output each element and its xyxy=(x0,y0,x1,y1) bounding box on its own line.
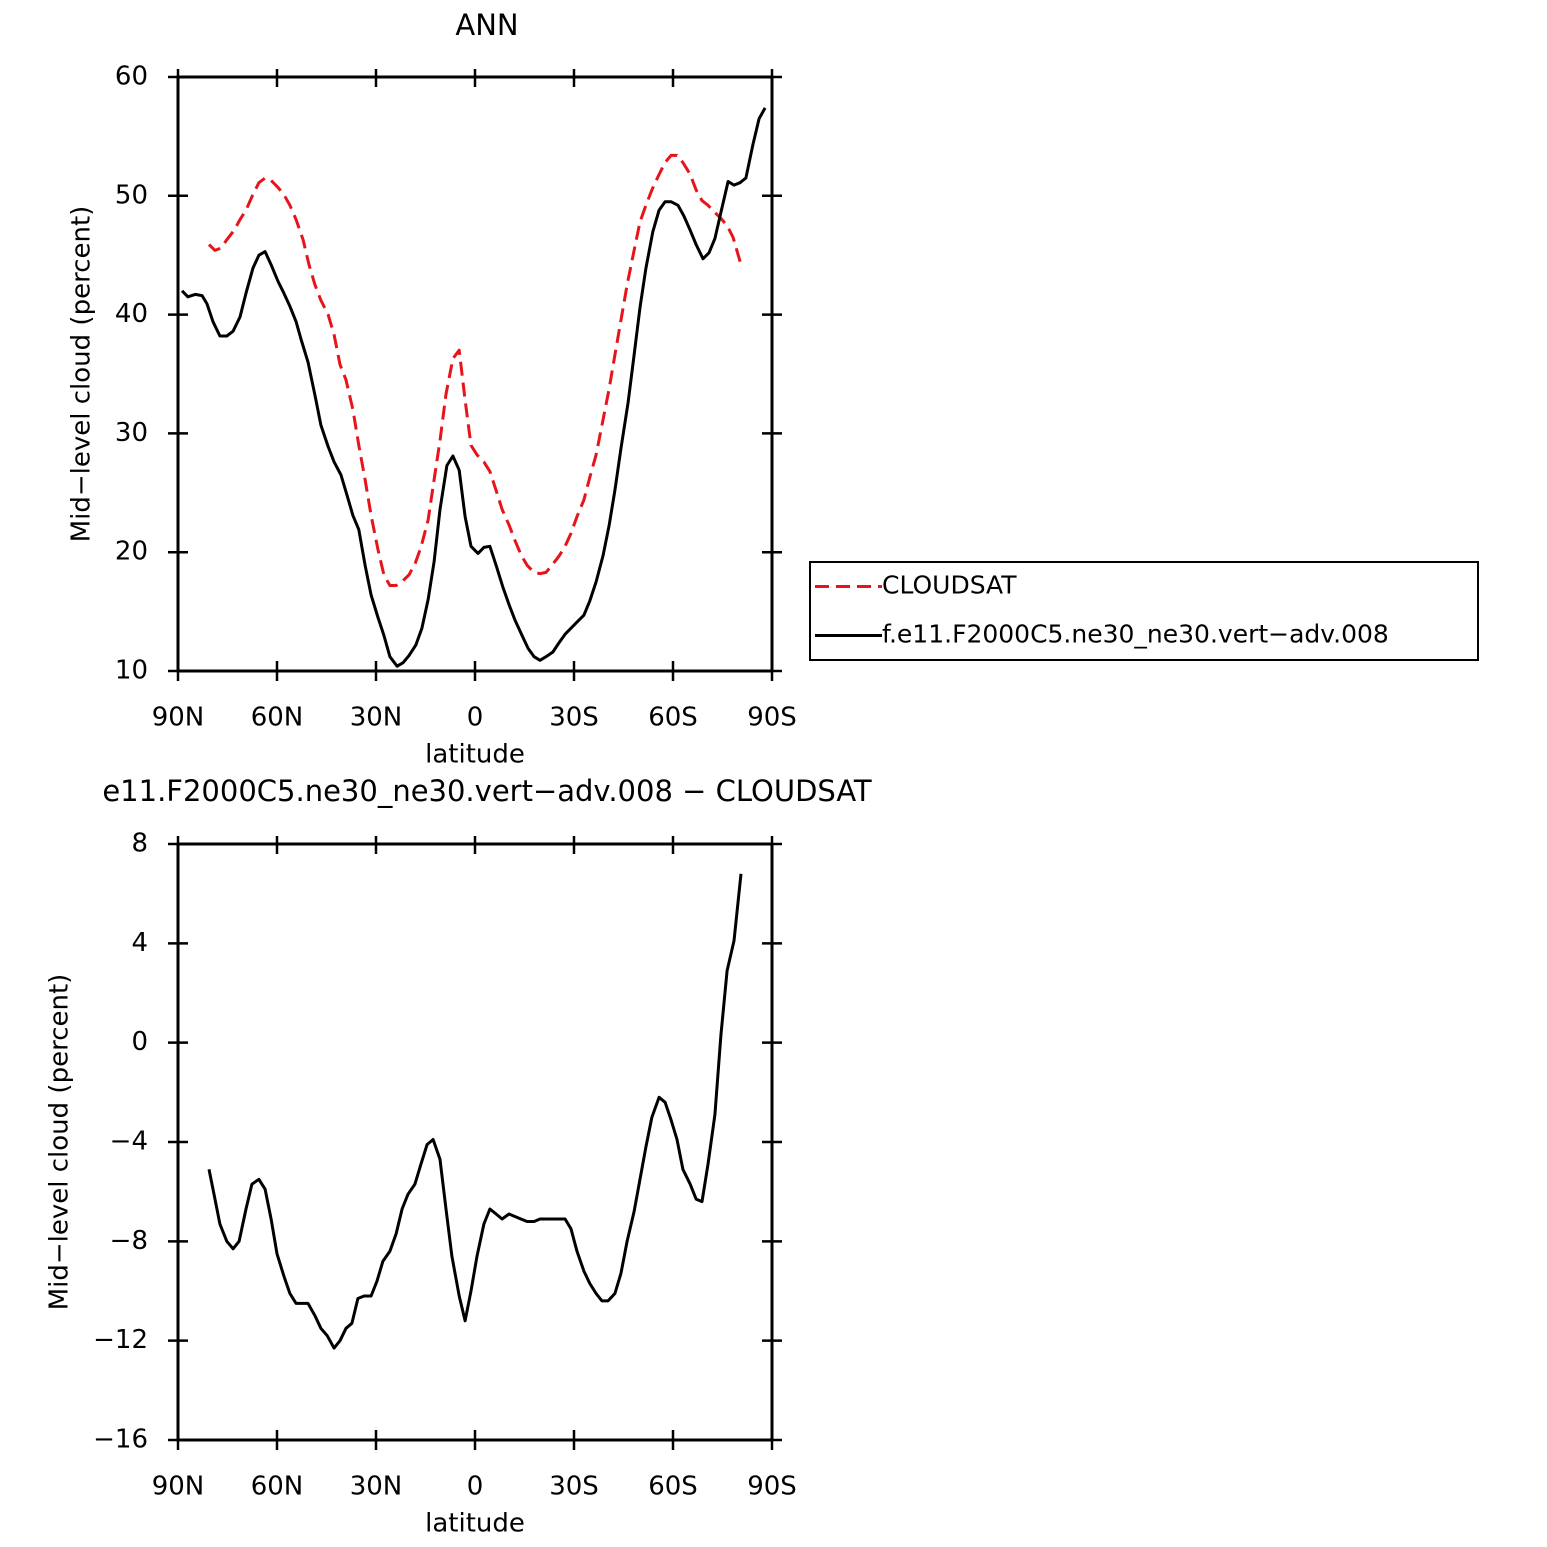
y-tick-label: 8 xyxy=(131,829,148,859)
chart-title: ANN xyxy=(455,8,518,42)
y-tick-label: 40 xyxy=(115,299,148,329)
x-tick-label: 90S xyxy=(747,1472,797,1502)
x-tick-label: 60N xyxy=(251,703,304,733)
y-tick-label: 0 xyxy=(131,1027,148,1057)
y-tick-label: 10 xyxy=(115,656,148,686)
plot-frame xyxy=(176,75,774,673)
legend-label: CLOUDSAT xyxy=(882,571,1017,600)
y-tick-label: 60 xyxy=(115,62,148,92)
x-axis-title: latitude xyxy=(425,740,525,770)
x-tick-label: 0 xyxy=(467,1472,484,1502)
y-tick-label: −12 xyxy=(93,1325,148,1355)
x-axis-title: latitude xyxy=(425,1509,525,1539)
chart-title: e11.F2000C5.ne30_ne30.vert−adv.008 − CLO… xyxy=(102,774,872,808)
x-tick-label: 60S xyxy=(648,1472,698,1502)
x-tick-label: 60S xyxy=(648,703,698,733)
y-tick-label: −16 xyxy=(93,1425,148,1455)
x-tick-label: 30S xyxy=(549,703,599,733)
x-tick-label: 90S xyxy=(747,703,797,733)
legend-box xyxy=(809,561,1479,661)
x-tick-label: 60N xyxy=(251,1472,304,1502)
y-tick-label: 50 xyxy=(115,180,148,210)
data-line xyxy=(207,873,743,1350)
y-tick-label: 30 xyxy=(115,418,148,448)
y-tick-label: −8 xyxy=(110,1226,148,1256)
y-axis-title: Mid−level cloud (percent) xyxy=(45,974,75,1311)
y-axis-title: Mid−level cloud (percent) xyxy=(67,206,97,543)
x-tick-label: 30S xyxy=(549,1472,599,1502)
x-tick-label: 30N xyxy=(350,703,403,733)
x-tick-label: 30N xyxy=(350,1472,403,1502)
x-tick-label: 90N xyxy=(152,703,205,733)
y-tick-label: 4 xyxy=(131,928,148,958)
data-line xyxy=(180,107,767,668)
y-tick-label: −4 xyxy=(110,1127,148,1157)
plot-frame xyxy=(176,842,774,1442)
x-tick-label: 90N xyxy=(152,1472,205,1502)
y-tick-label: 20 xyxy=(115,537,148,567)
legend-label: f.e11.F2000C5.ne30_ne30.vert−adv.008 xyxy=(882,620,1389,649)
x-tick-label: 0 xyxy=(467,703,484,733)
data-line xyxy=(207,153,743,587)
